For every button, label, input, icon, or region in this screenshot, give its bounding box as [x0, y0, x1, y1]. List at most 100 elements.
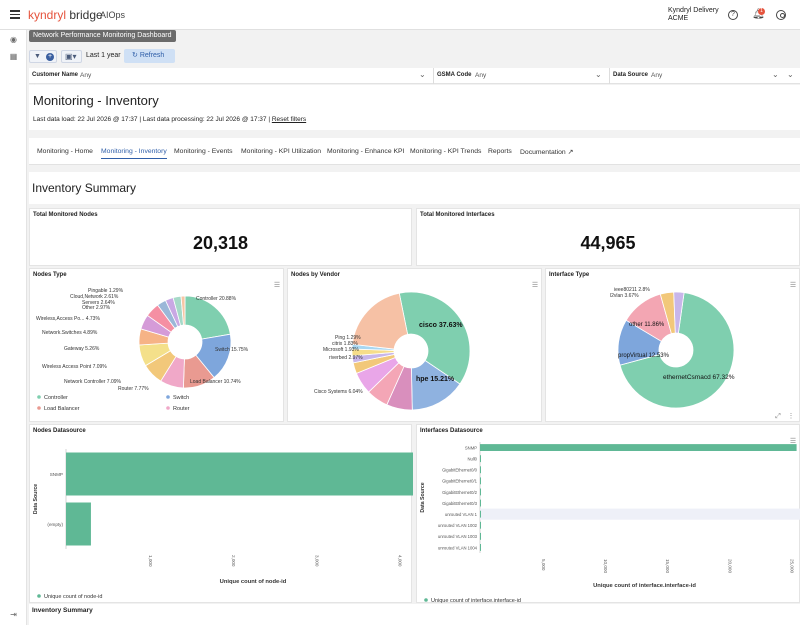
expand-icon[interactable]: ⤢: [775, 413, 781, 420]
menu-icon[interactable]: ☰: [531, 282, 539, 289]
brand-logo[interactable]: kyndryl bridge: [28, 8, 103, 22]
pie-label: Servers 2.64%: [82, 300, 115, 306]
legend-swatch: [37, 406, 41, 410]
tab-reports[interactable]: Reports: [488, 148, 512, 155]
x-tick-label: 4,000: [397, 555, 402, 567]
customer-name-select[interactable]: Any: [80, 72, 92, 79]
bar: [480, 544, 481, 551]
legend-swatch: [166, 395, 170, 399]
chart-title: Interfaces Datasource: [420, 428, 483, 434]
pie-label: Cisco Systems 6.04%: [314, 389, 363, 395]
gsma-code-select[interactable]: Any: [475, 72, 487, 79]
notification-badge: 1: [758, 8, 765, 15]
data-load-info: Last data load: 22 Jul 2026 @ 17:37 | La…: [33, 116, 306, 123]
pie-label: Router 7.77%: [118, 386, 149, 392]
kpi-title: Total Monitored Interfaces: [420, 212, 495, 218]
calendar-icon[interactable]: ▣▾: [65, 52, 77, 61]
x-axis-title: Unique count of interface.interface-id: [593, 583, 696, 589]
section-title: Inventory Summary: [32, 181, 137, 195]
y-tick-label: SNMP: [50, 472, 63, 477]
bar: [480, 499, 481, 507]
legend-label: Router: [173, 406, 190, 412]
bar: [480, 488, 481, 496]
pie-label: Network Controller 7.09%: [64, 379, 122, 385]
customer-name-label: Customer Name: [32, 72, 79, 78]
footer-section: Inventory Summary: [29, 604, 800, 625]
bell-icon[interactable]: 🔔︎: [752, 9, 765, 20]
tab-kpi-trends[interactable]: Monitoring - KPI Trends: [410, 148, 482, 155]
x-tick-label: 10,000: [603, 559, 608, 573]
y-tick-label: unrouted VLAN 1004: [438, 545, 478, 550]
legend-swatch: [37, 395, 41, 399]
y-axis-title: Data Source: [420, 482, 426, 512]
x-tick-label: 1,000: [148, 555, 153, 567]
pie-label: Gateway 5.26%: [64, 346, 100, 352]
tab-enhance-kpi[interactable]: Monitoring - Enhance KPI: [327, 148, 405, 155]
filter-control[interactable]: ▼ +: [29, 50, 57, 63]
x-tick-label: 3,000: [314, 555, 319, 567]
refresh-button[interactable]: ↻ Refresh: [124, 49, 175, 63]
chevron-down-icon[interactable]: ⌄: [419, 70, 426, 79]
user-icon[interactable]: [776, 10, 786, 20]
dashboard-title-chip: Network Performance Monitoring Dashboard: [29, 30, 176, 42]
nodes-type-pie: Controller 20.88% Switch 15.75% Load Balan…: [36, 288, 249, 412]
pie-label: cisco 37.63%: [419, 322, 463, 329]
hamburger-icon[interactable]: [10, 10, 20, 19]
data-source-select[interactable]: Any: [651, 72, 663, 79]
time-range[interactable]: Last 1 year: [86, 52, 121, 59]
y-tick-label: GigabitEthernet0/2: [442, 490, 478, 495]
chart-card-interface-type: Interface Type ☰ ⤢ ⋮ ethernetCsmacd 67.3…: [545, 268, 800, 422]
refresh-label: Refresh: [139, 52, 165, 59]
tab-kpi-utilization[interactable]: Monitoring - KPI Utilization: [241, 148, 322, 155]
pie-label: Cloud,Network 2.61%: [70, 294, 119, 300]
eye-icon[interactable]: ◉: [10, 35, 17, 44]
chart-title: Nodes Type: [33, 272, 67, 278]
y-tick-label: unrouted VLAN 1002: [438, 523, 478, 528]
y-axis-title: Data Source: [33, 484, 39, 514]
bar: [480, 466, 481, 474]
interfaces-datasource-bar: SNMP Null0 GigabitEthernet0/0 GigabitEthern…: [420, 442, 800, 604]
y-tick-label: Null0: [467, 456, 477, 461]
chart-title: Interface Type: [549, 272, 590, 278]
pie-label: Controller 20.88%: [196, 296, 237, 302]
pie-label: hpe 15.21%: [416, 376, 455, 383]
help-icon[interactable]: ?: [728, 10, 738, 20]
date-picker[interactable]: ▣▾: [61, 50, 82, 63]
pie-hole: [394, 334, 428, 368]
chevron-down-icon[interactable]: ⌄: [595, 70, 602, 79]
tab-monitoring-inventory[interactable]: Monitoring - Inventory: [101, 148, 167, 159]
legend-label: Load Balancer: [44, 406, 80, 412]
bar: [480, 510, 481, 518]
y-tick-label: GigabitEthernet0/3: [442, 501, 478, 506]
nodes-vendor-pie: cisco 37.63% hpe 15.21% Cisco Systems 6.04…: [314, 291, 471, 411]
tab-documentation[interactable]: Documentation ↗: [520, 149, 574, 156]
pie-label: citrix 1.83%: [332, 341, 358, 347]
more-icon[interactable]: ⋮: [787, 413, 795, 420]
menu-icon[interactable]: ☰: [789, 438, 797, 445]
page-title: Monitoring - Inventory: [33, 93, 159, 108]
tab-monitoring-home[interactable]: Monitoring - Home: [37, 148, 93, 155]
pie-hole: [659, 333, 693, 367]
refresh-icon: ↻: [132, 52, 140, 59]
pie-label: Wireless,Access Po... 4.73%: [36, 316, 100, 322]
account-switcher[interactable]: Kyndryl Delivery ACME: [668, 7, 719, 23]
x-tick-label: 20,000: [727, 559, 732, 573]
tab-monitoring-events[interactable]: Monitoring - Events: [174, 148, 233, 155]
x-tick-label: 25,000: [789, 559, 794, 573]
chevron-down-icon[interactable]: ⌄: [787, 70, 794, 79]
gsma-code-label: GSMA Code: [437, 72, 472, 78]
chevron-down-icon[interactable]: ⌄: [772, 70, 779, 79]
filter-icon[interactable]: ▼: [34, 53, 41, 60]
add-filter-icon[interactable]: +: [46, 53, 54, 61]
pie-label: other 11.86%: [629, 322, 665, 328]
account-customer: ACME: [668, 15, 689, 22]
reset-filters-link[interactable]: Reset filters: [271, 116, 307, 123]
filter-divider: [433, 68, 434, 84]
filter-divider: [609, 68, 610, 84]
grid-icon[interactable]: ▦: [9, 52, 18, 61]
menu-icon[interactable]: ☰: [789, 282, 797, 289]
menu-icon[interactable]: ☰: [273, 282, 281, 289]
pie-label: riverbed 2.97%: [329, 355, 363, 361]
collapse-icon[interactable]: ⇥: [10, 610, 17, 619]
footer-title: Inventory Summary: [32, 607, 93, 614]
